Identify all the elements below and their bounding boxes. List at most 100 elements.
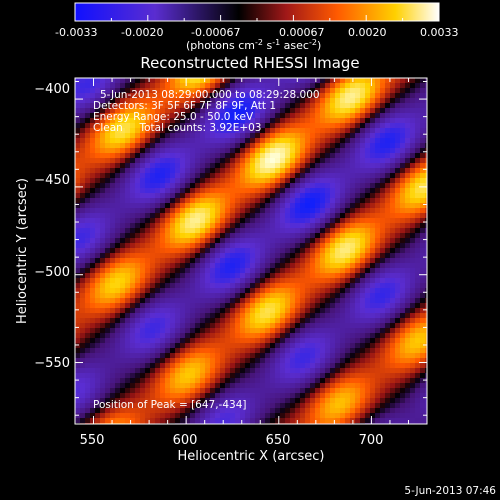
- heatmap-cell: [245, 283, 251, 289]
- heatmap-cell: [345, 383, 351, 389]
- heatmap-cell: [130, 353, 136, 359]
- heatmap-cell: [375, 163, 381, 169]
- heatmap-cell: [160, 353, 166, 359]
- heatmap-cell: [115, 158, 121, 164]
- heatmap-cell: [275, 188, 281, 194]
- heatmap-cell: [245, 158, 251, 164]
- heatmap-cell: [200, 113, 206, 119]
- heatmap-cell: [80, 378, 86, 384]
- heatmap-cell: [150, 93, 156, 99]
- heatmap-cell: [380, 173, 386, 179]
- heatmap-cell: [370, 93, 376, 99]
- heatmap-cell: [390, 338, 396, 344]
- heatmap-cell: [405, 98, 411, 104]
- heatmap-cell: [130, 218, 136, 224]
- heatmap-cell: [100, 368, 106, 374]
- heatmap-cell: [90, 263, 96, 269]
- heatmap-cell: [350, 88, 356, 94]
- heatmap-cell: [240, 408, 246, 414]
- heatmap-cell: [80, 288, 86, 294]
- heatmap-cell: [210, 143, 216, 149]
- heatmap-cell: [225, 253, 231, 259]
- heatmap-cell: [125, 143, 131, 149]
- heatmap-cell: [190, 348, 196, 354]
- heatmap-cell: [310, 323, 316, 329]
- heatmap-cell: [340, 353, 346, 359]
- heatmap-cell: [420, 148, 426, 154]
- heatmap-cell: [370, 343, 376, 349]
- heatmap-cell: [420, 383, 426, 389]
- heatmap-cell: [100, 88, 106, 94]
- heatmap-cell: [340, 348, 346, 354]
- heatmap-cell: [315, 168, 321, 174]
- heatmap-cell: [340, 328, 346, 334]
- heatmap-cell: [140, 398, 146, 404]
- heatmap-cell: [405, 123, 411, 129]
- heatmap-cell: [195, 213, 201, 219]
- heatmap-cell: [330, 228, 336, 234]
- heatmap-cell: [85, 273, 91, 279]
- heatmap-cell: [220, 138, 226, 144]
- heatmap-cell: [115, 218, 121, 224]
- heatmap-cell: [155, 203, 161, 209]
- heatmap-cell: [380, 403, 386, 409]
- heatmap-cell: [160, 83, 166, 89]
- heatmap-cell: [80, 208, 86, 214]
- heatmap-cell: [120, 148, 126, 154]
- heatmap-cell: [180, 128, 186, 134]
- heatmap-cell: [75, 398, 81, 404]
- heatmap-cell: [350, 373, 356, 379]
- heatmap-cell: [230, 378, 236, 384]
- heatmap-cell: [100, 103, 106, 109]
- heatmap-cell: [340, 373, 346, 379]
- heatmap-cell: [110, 148, 116, 154]
- heatmap-cell: [215, 303, 221, 309]
- heatmap-cell: [125, 288, 131, 294]
- heatmap-cell: [250, 298, 256, 304]
- heatmap-cell: [375, 348, 381, 354]
- heatmap-cell: [170, 398, 176, 404]
- heatmap-cell: [405, 228, 411, 234]
- heatmap-cell: [295, 188, 301, 194]
- heatmap-cell: [195, 228, 201, 234]
- heatmap-cell: [345, 228, 351, 234]
- heatmap-cell: [95, 203, 101, 209]
- heatmap-cell: [335, 193, 341, 199]
- heatmap-cell: [100, 208, 106, 214]
- heatmap-cell: [150, 393, 156, 399]
- heatmap-cell: [90, 218, 96, 224]
- heatmap-cell: [130, 173, 136, 179]
- heatmap-cell: [390, 263, 396, 269]
- heatmap-cell: [200, 123, 206, 129]
- heatmap-cell: [340, 258, 346, 264]
- heatmap-cell: [295, 128, 301, 134]
- heatmap-cell: [310, 98, 316, 104]
- heatmap-cell: [285, 78, 291, 84]
- heatmap-cell: [220, 143, 226, 149]
- heatmap-cell: [100, 163, 106, 169]
- heatmap-cell: [405, 83, 411, 89]
- heatmap-cell: [425, 278, 427, 284]
- heatmap-cell: [145, 373, 151, 379]
- heatmap-cell: [295, 398, 301, 404]
- heatmap-cell: [245, 128, 251, 134]
- heatmap-cell: [375, 178, 381, 184]
- heatmap-cell: [265, 253, 271, 259]
- heatmap-cell: [315, 153, 321, 159]
- heatmap-cell: [195, 118, 201, 124]
- heatmap-cell: [420, 138, 426, 144]
- heatmap-cell: [200, 298, 206, 304]
- heatmap-cell: [270, 353, 276, 359]
- heatmap-cell: [390, 328, 396, 334]
- heatmap-cell: [395, 303, 401, 309]
- heatmap-cell: [410, 358, 416, 364]
- heatmap-cell: [235, 303, 241, 309]
- heatmap-cell: [295, 233, 301, 239]
- heatmap-cell: [355, 368, 361, 374]
- heatmap-cell: [425, 233, 427, 239]
- heatmap-cell: [290, 148, 296, 154]
- heatmap-cell: [410, 373, 416, 379]
- heatmap-cell: [105, 378, 111, 384]
- heatmap-cell: [395, 378, 401, 384]
- heatmap-cell: [75, 293, 81, 299]
